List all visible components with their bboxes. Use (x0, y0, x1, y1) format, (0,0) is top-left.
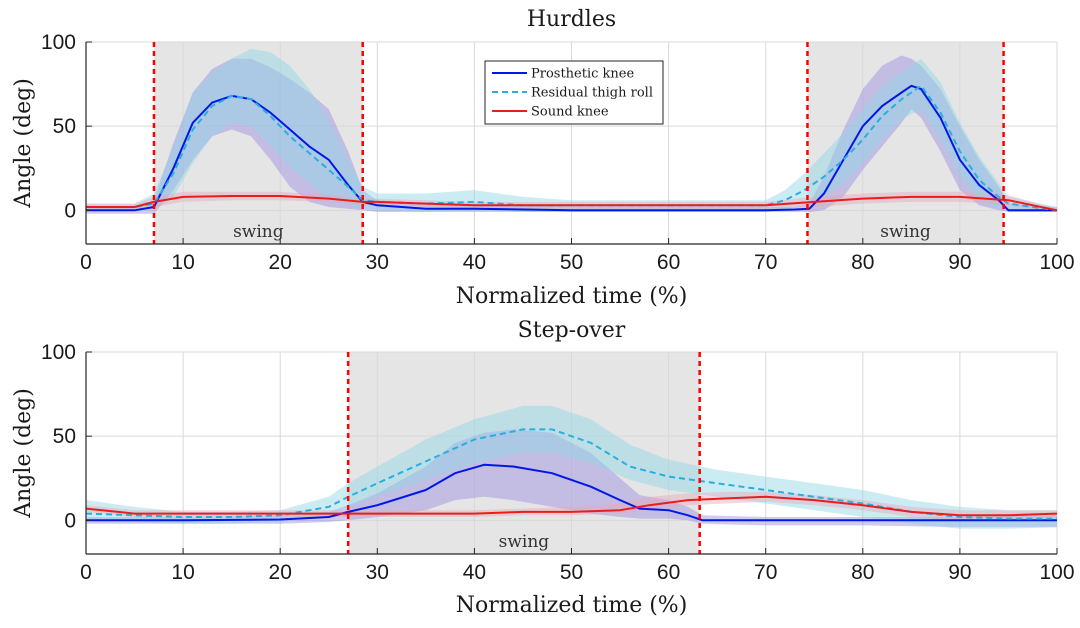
hurdles-panel: swing swing 0 10 20 30 40 50 60 70 80 90 100 0 50 100 Hu… (11, 7, 1075, 309)
x-tick-label-20: 20 (269, 251, 292, 274)
y-tick-label-0: 0 (64, 199, 76, 222)
legend: Prosthetic knee Residual thigh roll Sound … (484, 60, 664, 125)
y-tick-label-0: 0 (64, 509, 76, 532)
x-tick-label-30: 30 (366, 561, 389, 584)
prosthetic-knee-line (86, 84, 1057, 212)
y-tick-label-50: 50 (53, 425, 76, 448)
sound-knee-band (86, 191, 1057, 212)
x-tick-label-30: 30 (366, 251, 389, 274)
x-tick-label-70: 70 (754, 251, 777, 274)
sound-knee-line (85, 495, 1058, 517)
residual-thigh-roll-band (86, 405, 1057, 529)
x-tick-label-40: 40 (463, 561, 486, 584)
y-axis-label: Angle (deg) (11, 388, 36, 519)
step-over-panel: swing 0 10 20 30 40 50 60 70 80 90 100 0 50 100 Step-ov… (11, 318, 1075, 618)
x-tick-label-10: 10 (171, 561, 194, 584)
y-axis-label: Angle (deg) (11, 78, 36, 209)
swing-label-1: swing (499, 532, 550, 552)
legend-label-residual-thigh-roll: Residual thigh roll (531, 86, 653, 101)
x-tick-label-50: 50 (560, 561, 583, 584)
swing-label-2: swing (880, 222, 931, 242)
x-tick-label-10: 10 (171, 251, 194, 274)
x-tick-label-100: 100 (1039, 561, 1074, 584)
x-tick-label-70: 70 (754, 561, 777, 584)
x-tick-label-20: 20 (269, 561, 292, 584)
swing-label-1: swing (233, 222, 284, 242)
legend-label-prosthetic-knee: Prosthetic knee (531, 67, 634, 82)
y-tick-label-50: 50 (53, 115, 76, 138)
x-axis-label: Normalized time (%) (456, 284, 688, 309)
chart-title: Hurdles (527, 7, 616, 32)
chart-title: Step-over (518, 318, 626, 343)
residual-thigh-roll-line (85, 428, 1057, 520)
x-tick-label-90: 90 (948, 561, 971, 584)
y-tick-label-100: 100 (41, 31, 76, 54)
prosthetic-knee-band (86, 55, 1057, 214)
y-tick-label-100: 100 (41, 341, 76, 364)
x-tick-label-60: 60 (657, 561, 680, 584)
x-tick-label-0: 0 (80, 561, 92, 584)
x-tick-label-50: 50 (560, 251, 583, 274)
x-tick-label-80: 80 (851, 251, 874, 274)
x-tick-label-60: 60 (657, 251, 680, 274)
x-tick-label-90: 90 (948, 251, 971, 274)
legend-label-sound-knee: Sound knee (531, 105, 609, 120)
x-axis-label: Normalized time (%) (456, 593, 688, 618)
prosthetic-knee-line (86, 463, 1057, 522)
x-tick-label-0: 0 (80, 251, 92, 274)
x-tick-label-100: 100 (1039, 251, 1074, 274)
x-tick-label-80: 80 (851, 561, 874, 584)
sound-knee-line (86, 195, 1058, 212)
x-tick-label-40: 40 (463, 251, 486, 274)
prosthetic-knee-band (86, 429, 1057, 528)
